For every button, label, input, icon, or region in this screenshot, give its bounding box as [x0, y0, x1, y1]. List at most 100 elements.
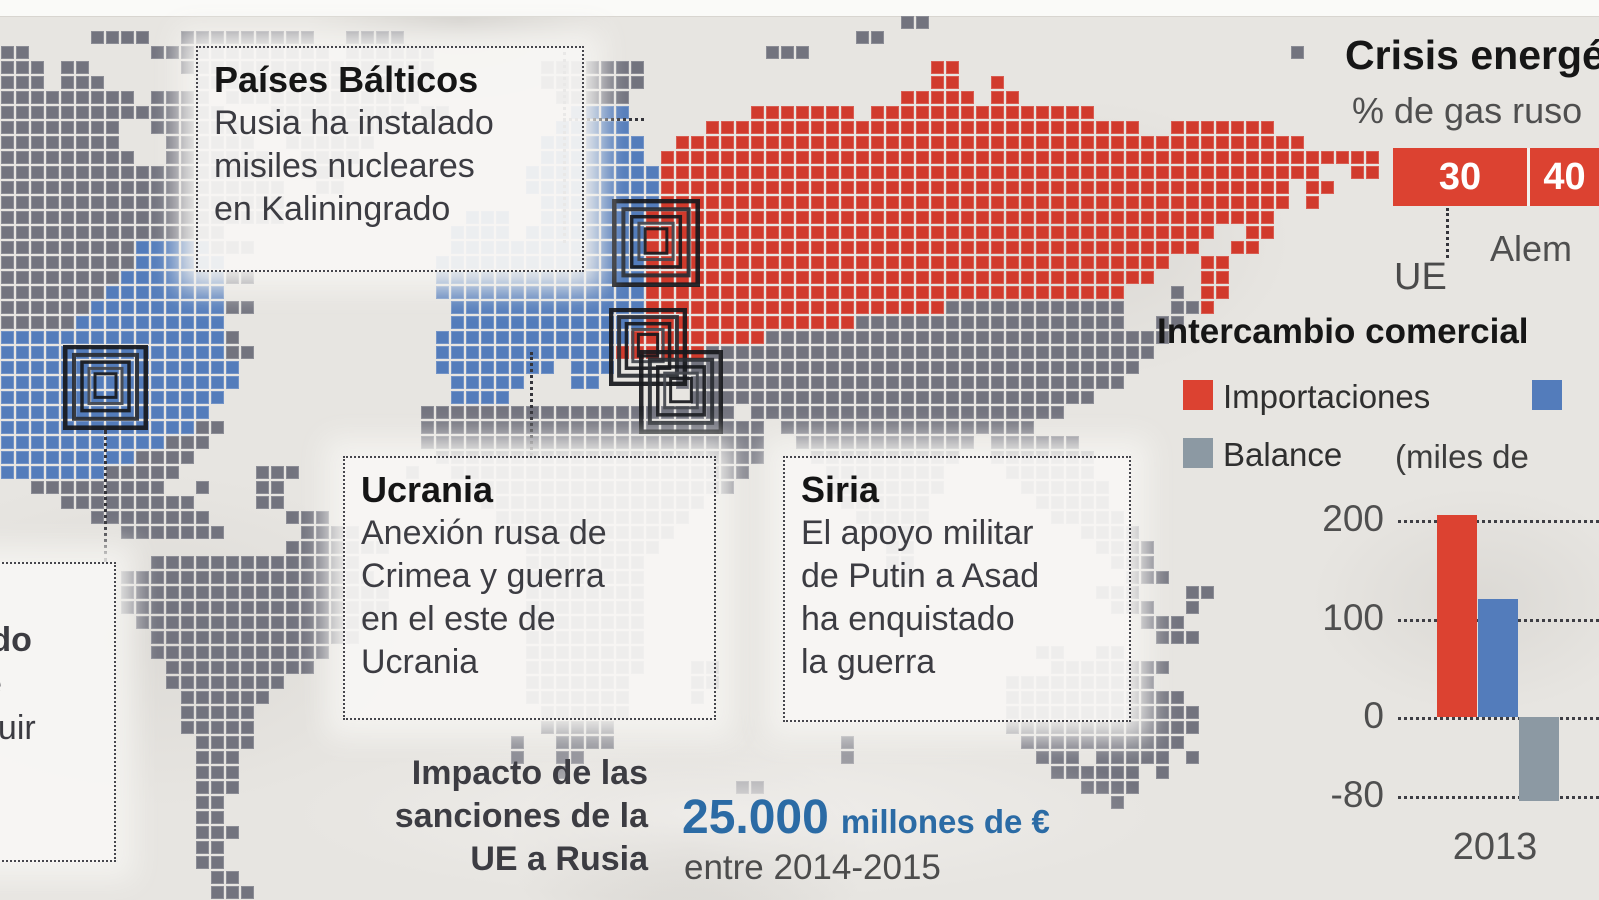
- map-cell: [166, 421, 179, 434]
- map-cell: [766, 46, 779, 59]
- map-cell: [856, 391, 869, 404]
- map-cell: [676, 166, 689, 179]
- map-cell: [991, 316, 1004, 329]
- map-cell: [1051, 181, 1064, 194]
- map-cell: [916, 91, 929, 104]
- map-cell: [601, 166, 614, 179]
- map-cell: [301, 616, 314, 629]
- map-cell: [16, 121, 29, 134]
- map-cell: [226, 736, 239, 749]
- map-cell: [1201, 136, 1214, 149]
- map-cell: [961, 256, 974, 269]
- map-cell: [976, 166, 989, 179]
- map-cell: [1066, 241, 1079, 254]
- chart-bar-series-1: [1478, 598, 1518, 717]
- map-cell: [31, 211, 44, 224]
- map-cell: [196, 301, 209, 314]
- map-cell: [151, 256, 164, 269]
- map-cell: [886, 166, 899, 179]
- map-cell: [181, 286, 194, 299]
- map-cell: [226, 631, 239, 644]
- map-cell: [931, 256, 944, 269]
- map-cell: [1141, 541, 1154, 554]
- siria-target: [639, 350, 723, 434]
- map-cell: [1, 91, 14, 104]
- map-cell: [901, 106, 914, 119]
- map-cell: [1066, 361, 1079, 374]
- map-cell: [1231, 196, 1244, 209]
- map-cell: [871, 316, 884, 329]
- map-cell: [46, 421, 59, 434]
- kaliningrado-target: [612, 199, 700, 287]
- map-cell: [931, 346, 944, 359]
- map-cell: [871, 226, 884, 239]
- map-cell: [1081, 136, 1094, 149]
- map-cell: [151, 211, 164, 224]
- map-cell: [211, 796, 224, 809]
- map-cell: [886, 331, 899, 344]
- map-cell: [1066, 436, 1079, 449]
- map-cell: [571, 406, 584, 419]
- map-cell: [166, 211, 179, 224]
- map-cell: [466, 301, 479, 314]
- map-cell: [631, 136, 644, 149]
- map-cell: [631, 76, 644, 89]
- map-cell: [226, 601, 239, 614]
- map-cell: [181, 676, 194, 689]
- map-cell: [196, 316, 209, 329]
- map-cell: [721, 436, 734, 449]
- map-cell: [691, 286, 704, 299]
- map-cell: [1201, 301, 1214, 314]
- map-cell: [31, 181, 44, 194]
- map-cell: [31, 76, 44, 89]
- map-cell: [136, 526, 149, 539]
- map-cell: [331, 586, 344, 599]
- energy-crisis-subtitle: % de gas ruso: [1352, 90, 1583, 131]
- map-cell: [1, 361, 14, 374]
- map-cell: [721, 376, 734, 389]
- map-cell: [481, 421, 494, 434]
- map-cell: [226, 751, 239, 764]
- map-cell: [91, 286, 104, 299]
- map-cell: [466, 361, 479, 374]
- map-cell: [916, 196, 929, 209]
- map-cell: [211, 31, 224, 44]
- map-cell: [226, 376, 239, 389]
- map-cell: [1096, 301, 1109, 314]
- map-cell: [196, 766, 209, 779]
- map-cell: [196, 601, 209, 614]
- map-cell: [466, 331, 479, 344]
- map-cell: [1036, 106, 1049, 119]
- map-cell: [226, 871, 239, 884]
- map-cell: [841, 181, 854, 194]
- map-cell: [121, 241, 134, 254]
- map-cell: [106, 436, 119, 449]
- map-cell: [1111, 361, 1124, 374]
- map-cell: [181, 271, 194, 284]
- map-cell: [106, 451, 119, 464]
- map-cell: [736, 136, 749, 149]
- map-cell: [61, 331, 74, 344]
- map-cell: [61, 481, 74, 494]
- map-cell: [976, 136, 989, 149]
- map-cell: [886, 286, 899, 299]
- map-cell: [916, 331, 929, 344]
- map-cell: [586, 226, 599, 239]
- map-cell: [826, 121, 839, 134]
- map-cell: [781, 136, 794, 149]
- map-cell: [871, 346, 884, 359]
- map-cell: [211, 286, 224, 299]
- map-cell: [946, 346, 959, 359]
- map-cell: [211, 766, 224, 779]
- map-cell: [826, 151, 839, 164]
- map-cell: [1006, 286, 1019, 299]
- map-cell: [181, 301, 194, 314]
- map-cell: [181, 346, 194, 359]
- text-line: a: [0, 574, 110, 618]
- map-cell: [166, 46, 179, 59]
- map-cell: [226, 706, 239, 719]
- map-cell: [61, 301, 74, 314]
- map-cell: [991, 286, 1004, 299]
- map-cell: [181, 601, 194, 614]
- map-cell: [136, 226, 149, 239]
